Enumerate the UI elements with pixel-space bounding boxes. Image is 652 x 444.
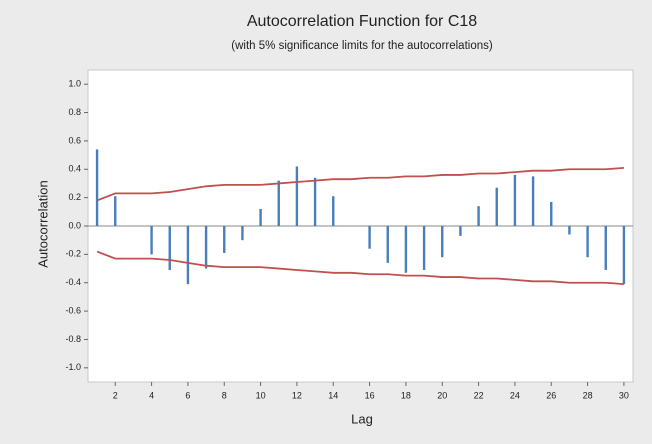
bar bbox=[186, 226, 190, 285]
bar bbox=[622, 226, 626, 285]
chart-subtitle: (with 5% significance limits for the aut… bbox=[231, 40, 493, 52]
x-tick-label: 28 bbox=[583, 390, 593, 400]
bar bbox=[204, 226, 208, 269]
significance-limit bbox=[96, 166, 624, 202]
x-tick-label: 4 bbox=[149, 390, 154, 400]
x-tick-label: 2 bbox=[113, 390, 118, 400]
bar bbox=[568, 226, 571, 235]
bar bbox=[422, 226, 426, 270]
bar bbox=[223, 226, 226, 253]
x-tick-label: 14 bbox=[328, 390, 338, 400]
bar bbox=[604, 226, 607, 270]
bar bbox=[241, 226, 244, 241]
bar bbox=[531, 176, 535, 226]
x-tick-label: 24 bbox=[510, 390, 520, 400]
significance-limit bbox=[96, 250, 624, 286]
bar bbox=[513, 174, 517, 226]
x-tick-label: 18 bbox=[401, 390, 411, 400]
y-tick-label: 0.6 bbox=[68, 135, 81, 145]
y-tick-label: 1.0 bbox=[68, 79, 81, 89]
x-tick-label: 20 bbox=[437, 390, 447, 400]
bar bbox=[404, 226, 408, 273]
x-tick-label: 16 bbox=[365, 390, 375, 400]
bar bbox=[368, 226, 371, 249]
x-tick-label: 8 bbox=[222, 390, 227, 400]
x-tick-label: 22 bbox=[474, 390, 484, 400]
x-tick-label: 26 bbox=[546, 390, 556, 400]
bar bbox=[441, 226, 444, 258]
y-tick-label: 0.8 bbox=[68, 107, 81, 117]
bar bbox=[114, 196, 117, 226]
y-tick-label: 0.0 bbox=[68, 220, 81, 230]
y-tick-label: 0.2 bbox=[68, 192, 81, 202]
bar bbox=[259, 208, 262, 226]
bar bbox=[168, 226, 171, 270]
chart-title: Autocorrelation Function for C18 bbox=[247, 13, 477, 30]
bar bbox=[477, 206, 480, 226]
bar bbox=[332, 196, 335, 226]
y-tick-label: -0.2 bbox=[65, 249, 81, 259]
bar bbox=[295, 166, 299, 226]
x-tick-label: 12 bbox=[292, 390, 302, 400]
bar bbox=[277, 180, 280, 226]
bar bbox=[386, 226, 389, 263]
bar bbox=[495, 187, 498, 226]
x-axis-label: Lag bbox=[351, 411, 373, 426]
bar bbox=[95, 149, 99, 226]
bar bbox=[313, 177, 317, 226]
y-axis-label: Autocorrelation bbox=[35, 180, 50, 267]
bar bbox=[550, 201, 553, 226]
y-tick-label: -0.4 bbox=[65, 277, 81, 287]
bar bbox=[150, 226, 153, 255]
bar bbox=[459, 226, 462, 236]
y-tick-label: -1.0 bbox=[65, 362, 81, 372]
y-tick-label: 0.4 bbox=[68, 164, 81, 174]
y-tick-label: -0.6 bbox=[65, 305, 81, 315]
bar bbox=[586, 226, 589, 258]
y-tick-label: -0.8 bbox=[65, 334, 81, 344]
x-tick-label: 10 bbox=[256, 390, 266, 400]
x-tick-label: 30 bbox=[619, 390, 629, 400]
x-tick-label: 6 bbox=[185, 390, 190, 400]
